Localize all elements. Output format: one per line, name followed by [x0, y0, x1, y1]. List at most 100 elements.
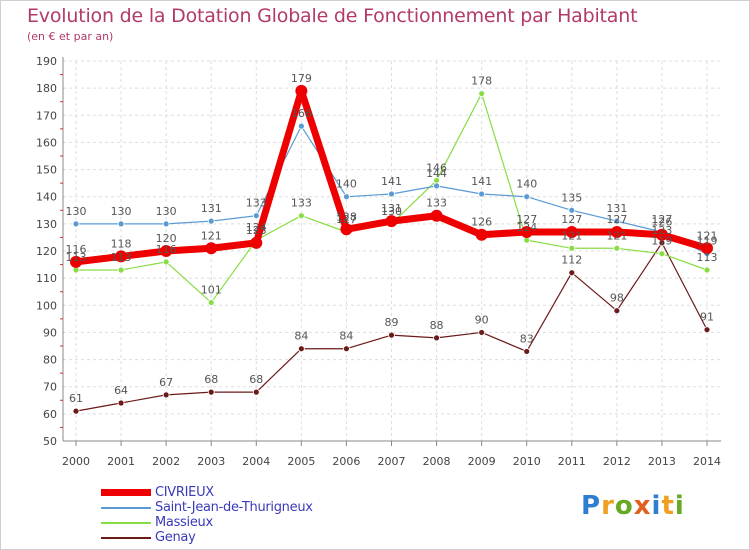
data-label: 140 — [336, 178, 357, 191]
data-label: 61 — [69, 392, 83, 405]
x-tick-label: 2001 — [107, 455, 135, 468]
data-label: 131 — [201, 202, 222, 215]
data-point — [72, 220, 80, 228]
data-label: 113 — [111, 251, 132, 264]
legend-label: CIVRIEUX — [155, 485, 214, 500]
x-tick-label: 2012 — [603, 455, 631, 468]
data-label: 166 — [291, 107, 312, 120]
data-point — [475, 228, 488, 241]
data-label: 84 — [339, 330, 353, 343]
legend-item: Saint-Jean-de-Thurigneux — [101, 500, 313, 515]
data-point — [520, 226, 533, 238]
data-label: 118 — [111, 237, 132, 250]
y-tick-label: 190 — [36, 55, 57, 68]
data-point — [297, 122, 305, 130]
data-point — [297, 212, 305, 220]
data-label: 130 — [156, 205, 177, 218]
data-label: 116 — [156, 243, 177, 256]
data-label: 123 — [651, 224, 672, 237]
data-label: 116 — [66, 243, 87, 256]
data-point — [385, 215, 398, 228]
logo-letter: t — [661, 491, 675, 521]
y-tick-label: 70 — [43, 381, 57, 394]
data-label: 67 — [159, 376, 173, 389]
x-tick-label: 2008 — [423, 455, 451, 468]
data-point — [117, 220, 125, 228]
data-label: 131 — [606, 202, 627, 215]
y-tick-label: 100 — [36, 299, 57, 312]
legend-swatch — [101, 521, 151, 524]
data-label: 178 — [471, 75, 492, 88]
x-tick-label: 2007 — [378, 455, 406, 468]
data-point — [162, 258, 170, 266]
data-point — [568, 269, 576, 277]
data-point — [160, 245, 173, 257]
data-label: 135 — [561, 191, 582, 204]
data-label: 68 — [204, 373, 218, 386]
data-point — [297, 345, 305, 353]
y-tick-label: 120 — [36, 245, 57, 258]
data-label: 112 — [561, 254, 582, 267]
data-point — [340, 223, 353, 236]
legend-swatch — [101, 506, 151, 509]
x-tick-label: 2002 — [152, 455, 180, 468]
legend-label: Massieux — [155, 515, 213, 530]
data-point — [252, 212, 260, 220]
legend-label: Genay — [155, 530, 196, 545]
logo-letter: i — [674, 491, 685, 521]
data-point — [701, 242, 713, 255]
data-point — [613, 307, 621, 315]
data-point — [162, 220, 170, 228]
data-label: 113 — [697, 251, 718, 264]
data-point — [117, 399, 125, 407]
data-label: 83 — [520, 332, 534, 345]
data-label: 124 — [516, 221, 537, 234]
data-label: 146 — [426, 161, 447, 174]
legend-item: Genay — [101, 530, 313, 545]
data-label: 88 — [430, 319, 444, 332]
data-point — [478, 329, 486, 336]
data-label: 128 — [336, 210, 357, 223]
data-point — [655, 228, 668, 241]
data-label: 131 — [381, 202, 402, 215]
data-label: 101 — [201, 284, 222, 297]
data-point — [250, 236, 263, 249]
legend-item: CIVRIEUX — [101, 485, 313, 500]
data-point — [205, 242, 218, 255]
data-point — [207, 217, 215, 225]
data-label: 84 — [294, 330, 308, 343]
logo-letter: r — [601, 491, 615, 521]
data-point — [70, 255, 82, 268]
data-label: 89 — [385, 316, 399, 329]
data-point — [115, 250, 128, 263]
data-label: 98 — [610, 292, 624, 305]
y-tick-label: 110 — [36, 272, 57, 285]
data-label: 144 — [426, 167, 447, 180]
x-tick-label: 2011 — [558, 455, 586, 468]
data-label: 133 — [291, 197, 312, 210]
data-label: 127 — [561, 213, 582, 226]
y-tick-label: 150 — [36, 164, 57, 177]
data-label: 127 — [516, 213, 537, 226]
data-point — [433, 182, 440, 190]
x-tick-label: 2006 — [332, 455, 360, 468]
data-point — [72, 266, 80, 274]
data-point — [72, 407, 80, 415]
data-label: 141 — [381, 175, 402, 188]
data-label: 121 — [561, 229, 582, 242]
data-point — [162, 391, 170, 399]
x-tick-label: 2009 — [468, 455, 496, 468]
logo-letter: o — [614, 491, 634, 521]
data-label: 130 — [111, 205, 132, 218]
y-tick-label: 170 — [36, 109, 57, 122]
legend-swatch — [101, 536, 151, 539]
logo-letter: i — [651, 491, 662, 521]
legend-swatch — [101, 489, 151, 496]
data-label: 127 — [606, 213, 627, 226]
x-tick-label: 2003 — [197, 455, 225, 468]
data-point — [703, 266, 711, 274]
data-point — [658, 250, 666, 258]
data-label: 119 — [651, 235, 672, 248]
data-point — [430, 209, 443, 222]
data-point — [295, 84, 308, 97]
